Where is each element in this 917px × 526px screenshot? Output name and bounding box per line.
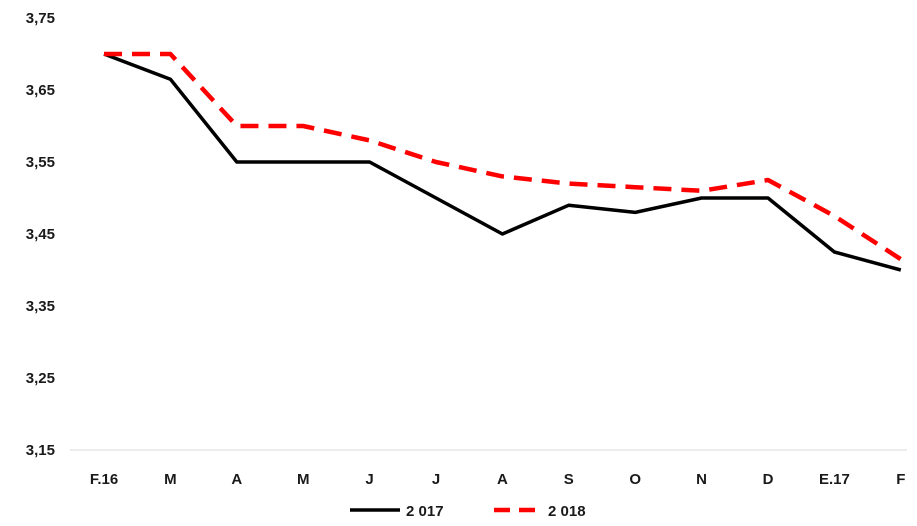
- series-line-1: [104, 51, 903, 262]
- x-tick-label: S: [564, 471, 574, 488]
- y-tick-label: 3,25: [26, 370, 55, 387]
- x-tick-label: A: [497, 471, 508, 488]
- x-tick-label: A: [231, 471, 242, 488]
- legend: 2 017 2 018: [350, 503, 586, 520]
- x-tick-label: M: [297, 471, 310, 488]
- series-line-0: [103, 52, 902, 272]
- y-tick-label: 3,15: [26, 442, 55, 459]
- y-axis-tick-labels: 3,75 3,65 3,55 3,45 3,35 3,25 3,15: [26, 10, 55, 459]
- x-tick-label: E.17: [819, 471, 850, 488]
- y-tick-label: 3,35: [26, 298, 55, 315]
- y-tick-label: 3,65: [26, 82, 55, 99]
- x-tick-label: F: [896, 471, 905, 488]
- x-tick-label: M: [164, 471, 177, 488]
- legend-label-0: 2 017: [406, 503, 444, 520]
- x-tick-label: N: [696, 471, 707, 488]
- y-tick-label: 3,75: [26, 10, 55, 27]
- x-tick-label: J: [432, 471, 440, 488]
- series-lines: [103, 51, 903, 272]
- x-tick-label: O: [629, 471, 641, 488]
- x-axis-tick-labels: F.16 M A M J J A S O N D E.17 F: [90, 471, 906, 488]
- y-tick-label: 3,45: [26, 226, 55, 243]
- y-tick-label: 3,55: [26, 154, 55, 171]
- legend-label-1: 2 018: [548, 503, 586, 520]
- x-tick-label: J: [365, 471, 373, 488]
- x-tick-label: D: [763, 471, 774, 488]
- x-tick-label: F.16: [90, 471, 118, 488]
